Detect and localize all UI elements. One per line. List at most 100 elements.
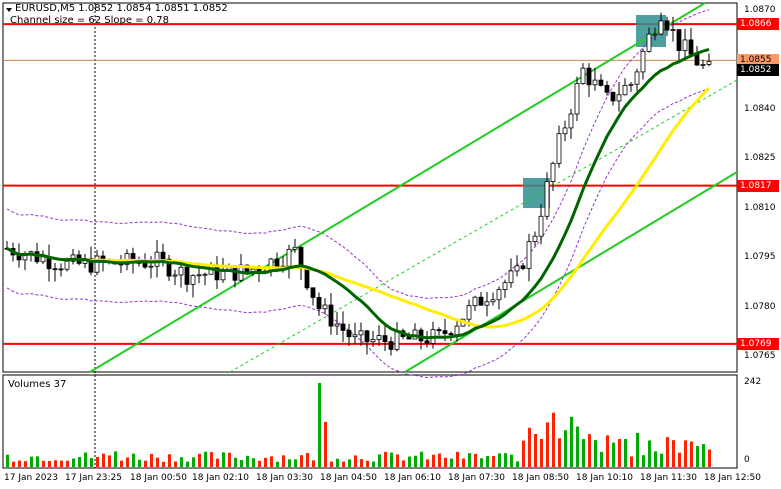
volume-bar (486, 455, 489, 467)
volume-bar (678, 452, 681, 467)
candle-body (520, 265, 526, 269)
price-tick-label: 1.0765 (744, 351, 776, 361)
volume-bar (54, 460, 57, 467)
envelope-bands (6, 9, 710, 378)
candle-body (340, 323, 346, 331)
volume-bar (156, 457, 159, 467)
channel-info: Channel size = 62 Slope = 0.78 (10, 15, 170, 26)
candle-body (292, 246, 298, 250)
volume-bar (390, 452, 393, 467)
volume-bar (576, 426, 579, 467)
volume-bar (330, 461, 333, 467)
fast-moving-average (6, 47, 710, 340)
volume-bar (84, 452, 87, 467)
volume-bar (408, 456, 411, 467)
volume-bar (354, 455, 357, 467)
price-tick-label: 1.0870 (744, 5, 776, 15)
volume-bar (138, 459, 141, 467)
candle-body (466, 305, 472, 320)
candle-body (502, 282, 508, 290)
collapse-triangle-icon[interactable] (6, 8, 12, 12)
volume-bar (612, 442, 615, 467)
volume-bar (582, 439, 585, 467)
candle-body (304, 267, 310, 289)
candle-body (592, 79, 598, 86)
volumes-label: Volumes 37 (8, 379, 67, 390)
candle-body (196, 274, 202, 277)
volume-bar (570, 416, 573, 467)
volume-bar (606, 435, 609, 467)
candle-body (604, 84, 610, 93)
volume-bar (252, 458, 255, 467)
volume-bar (102, 453, 105, 467)
volume-bar (432, 454, 435, 467)
volume-bar (192, 457, 195, 467)
volume-bar (6, 454, 9, 467)
volume-bar (108, 455, 111, 467)
volume-bar (246, 455, 249, 467)
candle-body (634, 71, 640, 85)
candle-body (64, 260, 70, 270)
volume-bar (180, 457, 183, 467)
volume-bar (666, 437, 669, 467)
volume-bar (228, 452, 231, 467)
level-price-label: 1.0852 (737, 64, 779, 77)
candle-body (250, 268, 256, 272)
volume-bar (114, 451, 117, 467)
candle-body (484, 301, 490, 306)
volume-bar (42, 460, 45, 467)
candle-body (610, 91, 616, 102)
candle-body (52, 268, 58, 271)
volume-bar (438, 453, 441, 467)
volume-bar (294, 459, 297, 467)
volume-bar (96, 456, 99, 467)
candle-body (664, 20, 670, 31)
volume-bar (144, 460, 147, 467)
volume-bar (594, 440, 597, 467)
envelope-upper (6, 9, 710, 299)
volume-bar (60, 460, 63, 467)
volume-bar (312, 460, 315, 467)
candle-body (334, 323, 340, 327)
volume-bar (378, 454, 381, 467)
candle-body (652, 33, 658, 36)
volume-bar (516, 461, 519, 467)
candle-body (598, 79, 604, 86)
candle-body (580, 67, 586, 85)
candle-body (442, 330, 448, 334)
volume-bar (624, 438, 627, 467)
candle-body (538, 215, 544, 237)
candle-body (532, 235, 538, 243)
time-tick-label: 18 Jan 11:30 (640, 473, 697, 483)
candle-body (286, 248, 292, 267)
candle-body (586, 67, 592, 86)
candle-body (508, 270, 514, 284)
volume-bar (120, 460, 123, 467)
volume-bar (162, 461, 165, 467)
volume-bar (618, 439, 621, 467)
volume-bar (480, 458, 483, 467)
candle-body (706, 61, 712, 65)
candle-body (688, 39, 694, 55)
candle-body (274, 258, 280, 268)
candle-body (58, 268, 64, 271)
volume-bar (546, 422, 549, 467)
volume-bar (336, 458, 339, 467)
candle-body (358, 330, 364, 336)
time-tick-label: 18 Jan 08:50 (512, 473, 569, 483)
volume-bars (6, 383, 711, 467)
volume-bar (234, 457, 237, 467)
candle-body (640, 50, 646, 73)
volume-bar (288, 459, 291, 467)
volume-bar (540, 438, 543, 467)
candle-body (322, 304, 328, 310)
volume-bar (342, 461, 345, 467)
candle-body (94, 255, 100, 273)
volume-bar (630, 456, 633, 467)
candle-body (676, 29, 682, 51)
moving-averages (6, 47, 711, 340)
volume-bar (384, 451, 387, 467)
time-tick-label: 18 Jan 02:10 (192, 473, 249, 483)
price-levels (3, 23, 737, 345)
